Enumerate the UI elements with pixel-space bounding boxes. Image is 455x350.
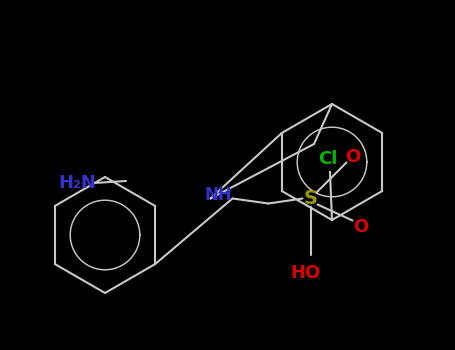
- Text: H₂N: H₂N: [58, 174, 96, 192]
- Text: S: S: [303, 189, 318, 208]
- Text: O: O: [353, 217, 368, 236]
- Text: HO: HO: [290, 265, 321, 282]
- Text: O: O: [345, 147, 360, 166]
- Text: NH: NH: [205, 187, 233, 204]
- Text: Cl: Cl: [318, 150, 338, 168]
